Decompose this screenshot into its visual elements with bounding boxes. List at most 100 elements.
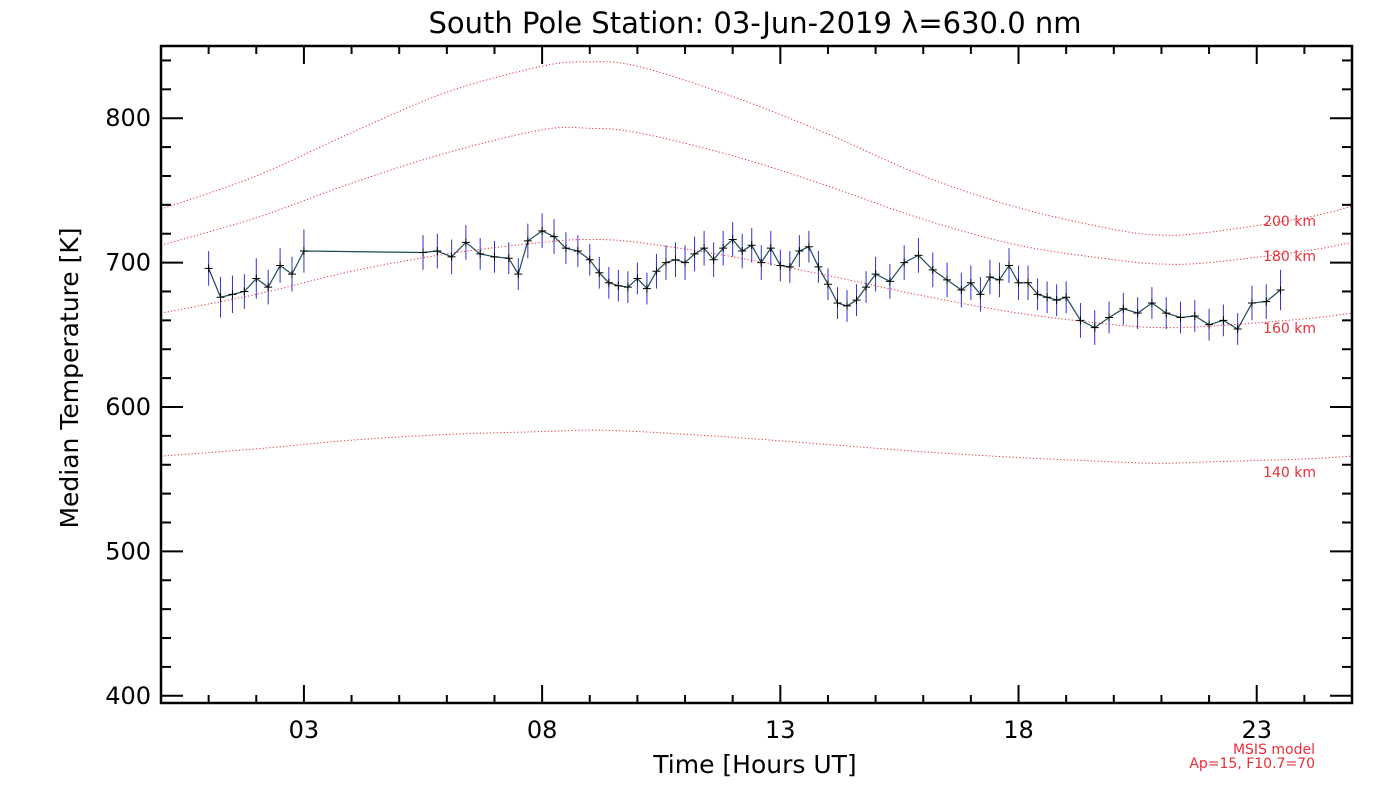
- data-point: [995, 275, 1004, 284]
- data-point: [623, 283, 632, 292]
- data-point: [728, 235, 737, 244]
- data-point: [1076, 316, 1085, 325]
- data-point: [1090, 323, 1099, 332]
- data-point: [523, 236, 532, 245]
- data-point: [795, 247, 804, 256]
- data-point: [1052, 296, 1061, 305]
- data-point: [804, 242, 813, 251]
- data-point: [633, 274, 642, 283]
- model-label-160-km: 160 km: [1263, 321, 1316, 337]
- x-tick-label: 23: [1241, 716, 1272, 744]
- data-point: [264, 283, 273, 292]
- data-point: [614, 281, 623, 290]
- model-params-note: Ap=15, F10.7=70: [1189, 756, 1315, 772]
- data-point: [216, 293, 225, 302]
- data-line: [208, 230, 1281, 330]
- data-series: [204, 213, 1285, 345]
- data-point: [1004, 261, 1013, 270]
- data-point: [573, 247, 582, 256]
- x-axis-label: Time [Hours UT]: [652, 750, 856, 779]
- data-point: [690, 249, 699, 258]
- data-point: [240, 287, 249, 296]
- data-point: [1043, 293, 1052, 302]
- data-point: [1162, 309, 1171, 318]
- data-point: [719, 244, 728, 253]
- data-point: [204, 264, 213, 273]
- data-point: [914, 251, 923, 260]
- data-point: [1133, 309, 1142, 318]
- data-point: [766, 244, 775, 253]
- data-point: [276, 261, 285, 270]
- model-name-note: MSIS model: [1233, 742, 1315, 758]
- data-point: [652, 267, 661, 276]
- data-point: [747, 241, 756, 250]
- model-label-200-km: 200 km: [1263, 214, 1316, 230]
- model-curves: 200 km 180 km 160 km 140 km: [160, 61, 1353, 481]
- x-tick-label: 18: [1003, 716, 1034, 744]
- data-point: [1276, 286, 1285, 295]
- data-point: [776, 261, 785, 270]
- data-point: [757, 258, 766, 267]
- model-curve-180-km: [160, 126, 1353, 265]
- data-point: [966, 278, 975, 287]
- data-point: [871, 270, 880, 279]
- model-curve-140-km: [160, 429, 1353, 464]
- y-tick-label: 500: [105, 537, 151, 565]
- x-tick-label: 13: [765, 716, 796, 744]
- chart-title: South Pole Station: 03-Jun-2019 λ=630.0 …: [428, 6, 1081, 40]
- y-axis-label: Median Temperature [K]: [55, 227, 84, 528]
- data-point: [1062, 293, 1071, 302]
- model-curve-200-km: [160, 61, 1353, 236]
- data-point: [823, 280, 832, 289]
- data-point: [604, 278, 613, 287]
- data-point: [1219, 316, 1228, 325]
- data-point: [1024, 278, 1033, 287]
- y-tick-label: 400: [105, 682, 151, 710]
- data-point: [661, 258, 670, 267]
- data-point: [943, 275, 952, 284]
- data-point: [1014, 278, 1023, 287]
- data-point: [785, 262, 794, 271]
- data-point: [490, 252, 499, 261]
- data-point: [1147, 299, 1156, 308]
- data-point: [252, 274, 261, 283]
- data-point: [900, 258, 909, 267]
- y-tick-label: 600: [105, 393, 151, 421]
- data-point: [550, 232, 559, 241]
- data-point: [1247, 299, 1256, 308]
- data-point: [1105, 313, 1114, 322]
- data-point: [1205, 320, 1214, 329]
- model-label-140-km: 140 km: [1263, 465, 1316, 481]
- data-point: [671, 255, 680, 264]
- data-point: [433, 247, 442, 256]
- y-tick-label: 700: [105, 249, 151, 277]
- data-point: [538, 226, 547, 235]
- data-point: [642, 284, 651, 293]
- data-point: [976, 290, 985, 299]
- data-point: [709, 255, 718, 264]
- data-point: [228, 290, 237, 299]
- data-point: [928, 265, 937, 274]
- model-label-180-km: 180 km: [1263, 249, 1316, 265]
- data-point: [299, 247, 308, 256]
- data-point: [288, 270, 297, 279]
- data-point: [1033, 290, 1042, 299]
- axes: 03 08 13 18 23 400 500 600 700 800: [105, 44, 1354, 744]
- x-tick-label: 08: [527, 716, 558, 744]
- data-point: [461, 238, 470, 247]
- y-tick-label: 800: [105, 104, 151, 132]
- data-point: [1262, 297, 1271, 306]
- data-point: [504, 254, 513, 263]
- data-point: [738, 247, 747, 256]
- data-point: [843, 301, 852, 310]
- data-point: [585, 255, 594, 264]
- data-point: [814, 262, 823, 271]
- data-point: [852, 296, 861, 305]
- data-point: [561, 244, 570, 253]
- data-point: [447, 252, 456, 261]
- x-tick-label: 03: [289, 716, 320, 744]
- data-point: [681, 258, 690, 267]
- data-point: [1176, 313, 1185, 322]
- data-point: [862, 283, 871, 292]
